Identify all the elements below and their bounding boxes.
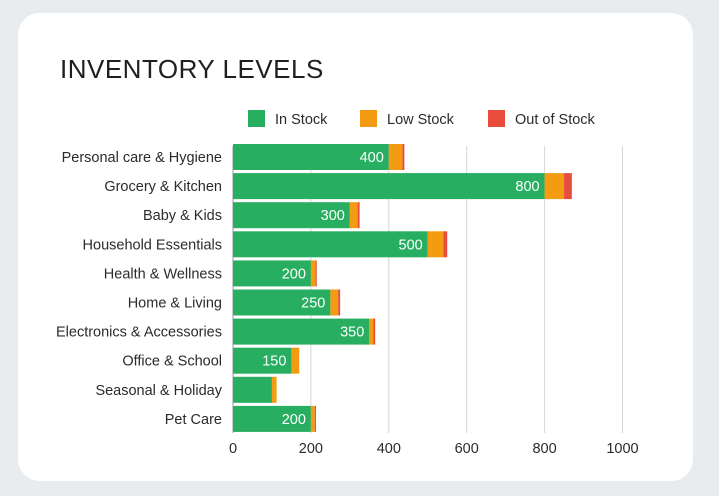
data-label: 350 [340,325,364,341]
x-tick-label: 800 [532,441,556,457]
bar-segment [443,231,448,258]
category-label: Personal care & Hygiene [62,150,222,166]
bar-segment [310,260,316,287]
category-label: Grocery & Kitchen [104,179,222,195]
x-tick-label: 200 [299,441,323,457]
data-label: 200 [282,412,306,428]
category-label: Baby & Kids [143,208,222,224]
data-label: 150 [262,354,286,370]
legend-label: Low Stock [387,112,455,128]
data-label: 800 [515,179,539,195]
legend-swatch [488,110,505,127]
chart-title: INVENTORY LEVELS [60,54,324,84]
bar-segment [315,260,317,287]
legend-swatch [248,110,265,127]
bar-segment [338,289,341,316]
category-labels: Personal care & Hygiene Grocery & Kitchen… [56,150,223,428]
bar-segment [388,144,403,170]
bar-segment [233,202,350,229]
category-label: Household Essentials [83,237,222,253]
data-label: 200 [282,266,306,282]
bar-segment [233,260,311,287]
category-label: Seasonal & Holiday [95,383,222,399]
legend-swatch [360,110,377,127]
category-label: Health & Wellness [104,266,222,282]
legend-label: In Stock [275,112,328,128]
bar-segment [373,318,376,345]
category-label: Home & Living [128,296,222,312]
category-label: Pet Care [165,412,222,428]
bar-segment [233,289,331,316]
data-label: 500 [399,237,423,253]
x-tick-label: 0 [229,441,237,457]
bar-segment [357,202,360,229]
bar-segment [271,376,277,403]
data-label: 250 [301,296,325,312]
bar-segment [291,347,300,374]
bar-segment [369,318,374,345]
bar-segment [233,405,311,432]
bar-segment [233,173,545,200]
bar-segment [233,376,272,403]
bar-segment [402,144,405,170]
x-tick-label: 600 [455,441,479,457]
x-tick-label: 1000 [606,441,638,457]
bar-segment [427,231,444,258]
bar-segment [314,405,316,432]
bar-segment [564,173,572,200]
bar-segment [233,231,428,258]
x-tick-label: 400 [377,441,401,457]
bars: 400 800 300 500 200 250 350 150 200 [233,144,572,432]
bar-segment [233,144,389,170]
category-label: Electronics & Accessories [56,325,222,341]
category-label: Office & School [122,354,222,370]
bar-segment [310,405,315,432]
data-label: 400 [360,150,384,166]
data-label: 300 [321,208,345,224]
x-axis-ticks: 0 200 400 600 800 1000 [229,441,639,457]
bar-segment [233,347,292,374]
bar-segment [349,202,358,229]
bar-segment [233,318,370,345]
legend-label: Out of Stock [515,112,596,128]
bar-segment [330,289,339,316]
legend: In Stock Low Stock Out of Stock [248,110,596,128]
bar-segment [544,173,565,200]
